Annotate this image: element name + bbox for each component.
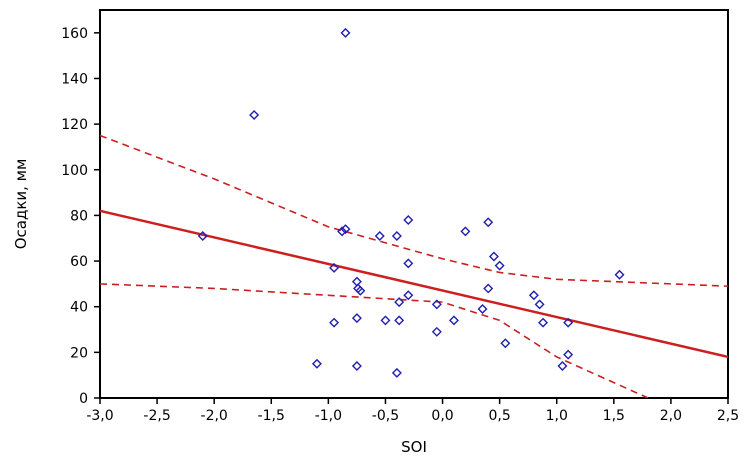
data-point (563, 317, 574, 328)
data-point (391, 230, 402, 241)
y-axis-label: Осадки, мм (12, 159, 30, 250)
data-point (329, 262, 340, 273)
regression-lines (100, 134, 728, 398)
x-tick-label: 0,0 (431, 408, 453, 424)
data-point (500, 338, 511, 349)
data-point (494, 260, 505, 271)
y-tick-label: 0 (79, 391, 88, 407)
data-point (394, 315, 405, 326)
data-point (563, 349, 574, 360)
x-tick-label: 2,0 (660, 408, 682, 424)
data-point (329, 317, 340, 328)
data-point (477, 303, 488, 314)
x-tick-label: -2,0 (201, 408, 228, 424)
data-point (197, 230, 208, 241)
data-point (391, 367, 402, 378)
data-point (355, 285, 366, 296)
data-point (557, 361, 568, 372)
y-tick-label: 140 (61, 71, 88, 87)
y-tick-label: 60 (70, 254, 88, 270)
x-tick-label: 1,5 (603, 408, 625, 424)
data-point (403, 258, 414, 269)
y-tick-label: 160 (61, 26, 88, 42)
data-point (483, 283, 494, 294)
plot-area (99, 9, 729, 399)
data-point (374, 230, 385, 241)
y-tick-label: 100 (61, 163, 88, 179)
y-tick-label: 40 (70, 300, 88, 316)
data-point (431, 299, 442, 310)
x-tick-label: -2,5 (143, 408, 170, 424)
confidence-band-line (100, 134, 728, 287)
x-axis-label: SOI (401, 438, 427, 456)
regression-line (100, 209, 728, 359)
data-point (311, 358, 322, 369)
data-point (528, 290, 539, 301)
data-point (431, 326, 442, 337)
data-point (249, 109, 260, 120)
data-point (351, 313, 362, 324)
confidence-band-line (100, 283, 649, 398)
data-point (483, 217, 494, 228)
data-point (448, 315, 459, 326)
y-tick-label: 80 (70, 208, 88, 224)
x-tick-label: 2,5 (717, 408, 739, 424)
x-tick-label: -1,0 (315, 408, 342, 424)
y-tick-label: 20 (70, 345, 88, 361)
data-point (403, 214, 414, 225)
data-point (403, 290, 414, 301)
x-tick-label: -1,5 (258, 408, 285, 424)
data-point (337, 226, 348, 237)
data-point (394, 297, 405, 308)
data-point (340, 224, 351, 235)
x-tick-label: -0,5 (372, 408, 399, 424)
data-point (380, 315, 391, 326)
data-point (340, 27, 351, 38)
axis-ticks: -3,0 -2,5 -2,0 -1,5 -1,0 -0,5 0,0 0,5 1,0 1,5 2,0 2… (61, 26, 739, 424)
data-point (460, 226, 471, 237)
y-tick-label: 120 (61, 117, 88, 133)
x-tick-label: -3,0 (86, 408, 113, 424)
data-point (534, 299, 545, 310)
data-point (538, 317, 549, 328)
x-tick-label: 1,0 (546, 408, 568, 424)
data-point (614, 269, 625, 280)
x-tick-label: 0,5 (489, 408, 511, 424)
data-points (197, 27, 625, 378)
data-point (488, 251, 499, 262)
data-point (351, 361, 362, 372)
